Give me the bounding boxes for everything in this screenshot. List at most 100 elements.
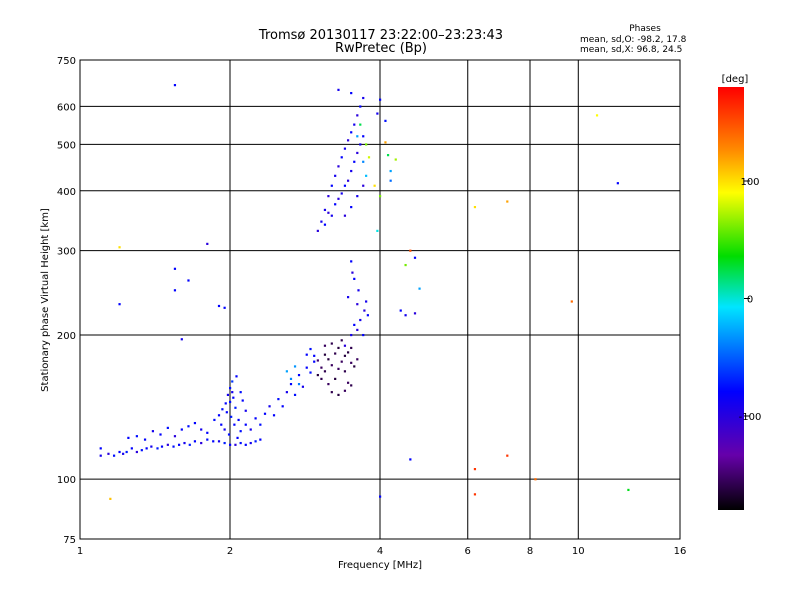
data-point xyxy=(223,441,226,445)
data-point xyxy=(340,156,343,159)
data-point xyxy=(570,300,573,303)
data-point xyxy=(125,450,128,454)
data-point xyxy=(151,430,155,433)
data-point xyxy=(309,371,312,374)
data-point xyxy=(327,382,330,386)
data-point xyxy=(145,447,148,450)
colorbar-ticks: 100 0 -100 xyxy=(739,177,762,423)
x-tick-label: 6 xyxy=(465,546,471,557)
data-point xyxy=(376,112,379,115)
data-point xyxy=(212,440,215,443)
data-point xyxy=(346,179,350,182)
data-point xyxy=(225,411,228,414)
data-point xyxy=(237,418,240,422)
data-point xyxy=(350,384,353,387)
data-point xyxy=(353,277,356,280)
data-point xyxy=(353,365,356,368)
data-point xyxy=(359,105,362,108)
data-point xyxy=(130,447,133,450)
data-point xyxy=(235,375,238,378)
data-point xyxy=(309,347,312,351)
data-point xyxy=(394,158,397,161)
data-point xyxy=(330,342,333,345)
data-point xyxy=(359,143,362,146)
data-point xyxy=(230,415,233,418)
data-point xyxy=(340,360,343,363)
data-point xyxy=(289,382,293,386)
data-point xyxy=(241,399,244,402)
data-point xyxy=(362,333,365,337)
data-point xyxy=(366,314,369,317)
y-axis-ticks: 75 100 200 300 400 500 600 750 xyxy=(57,56,76,546)
y-tick-label: 200 xyxy=(57,331,76,342)
data-point xyxy=(389,179,392,182)
data-point xyxy=(244,409,247,412)
colorbar xyxy=(718,87,744,510)
data-point xyxy=(285,391,288,394)
data-point xyxy=(127,436,130,439)
data-point xyxy=(356,358,359,361)
data-point xyxy=(297,373,301,377)
data-point xyxy=(337,88,340,91)
data-point xyxy=(359,123,362,126)
data-point xyxy=(362,135,365,138)
data-point xyxy=(143,438,147,441)
data-point xyxy=(249,428,252,431)
data-point xyxy=(173,435,177,438)
data-point xyxy=(301,385,305,388)
data-point xyxy=(224,402,227,405)
data-point xyxy=(112,454,116,457)
data-point xyxy=(356,151,359,155)
data-point xyxy=(281,405,284,408)
data-point xyxy=(135,450,138,454)
data-point xyxy=(327,211,330,214)
data-point xyxy=(320,366,323,369)
data-point xyxy=(99,447,102,450)
data-point xyxy=(193,440,197,443)
data-point xyxy=(320,377,323,380)
data-point xyxy=(330,184,333,187)
colorbar-tick-label: -100 xyxy=(739,412,762,423)
data-point xyxy=(231,391,234,394)
data-point xyxy=(220,423,223,426)
data-point xyxy=(323,370,327,373)
data-point xyxy=(337,367,340,370)
data-point xyxy=(373,184,376,187)
data-point xyxy=(365,143,368,146)
data-point xyxy=(350,205,353,209)
data-point xyxy=(327,195,330,198)
data-point xyxy=(356,303,359,306)
data-point xyxy=(173,289,177,292)
data-points xyxy=(99,84,630,500)
data-point xyxy=(232,396,235,399)
data-point xyxy=(413,312,417,315)
data-point xyxy=(227,433,231,436)
data-point xyxy=(316,229,319,232)
data-point xyxy=(340,192,343,195)
data-point xyxy=(379,495,382,498)
data-point xyxy=(334,377,337,380)
data-point xyxy=(353,123,356,126)
data-point xyxy=(362,184,365,187)
phase-info-x: mean, sd,X: 96.8, 24.5 xyxy=(580,45,682,55)
data-point xyxy=(159,433,162,436)
data-point xyxy=(259,438,262,441)
data-point xyxy=(229,443,232,446)
x-tick-label: 16 xyxy=(674,546,687,557)
data-point xyxy=(376,229,379,232)
data-point xyxy=(206,438,209,441)
data-point xyxy=(320,220,323,223)
data-point xyxy=(166,426,169,430)
y-tick-label: 300 xyxy=(57,247,76,258)
data-point xyxy=(166,443,169,446)
data-point xyxy=(473,493,477,496)
data-point xyxy=(213,418,216,422)
data-point xyxy=(346,296,350,299)
data-point xyxy=(160,445,164,448)
data-point xyxy=(135,435,138,438)
data-point xyxy=(350,169,353,173)
data-point xyxy=(350,361,353,364)
data-point xyxy=(350,131,353,134)
data-point xyxy=(418,287,421,290)
